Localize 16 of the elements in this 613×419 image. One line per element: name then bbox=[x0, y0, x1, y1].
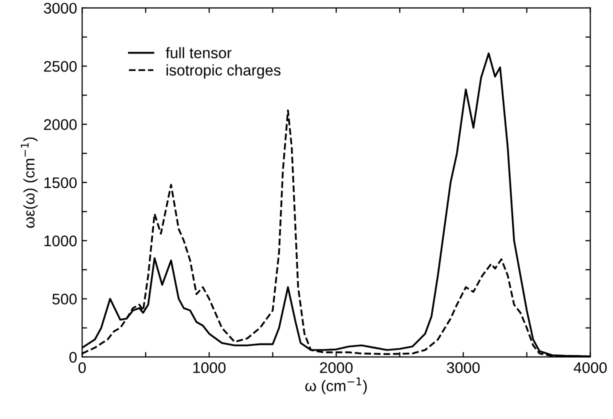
y-tick-label: 1000 bbox=[44, 236, 77, 246]
y-tick-label: 500 bbox=[52, 294, 77, 305]
legend-label: isotropic charges bbox=[166, 64, 281, 79]
y-tick-label: 2500 bbox=[44, 61, 77, 72]
legend-label: full tensor bbox=[166, 47, 232, 58]
x-tick-label: 2000 bbox=[320, 362, 353, 374]
y-tick-label: 3000 bbox=[44, 2, 77, 14]
x-tick-label: 0 bbox=[78, 362, 86, 374]
y-tick-label: 1500 bbox=[44, 177, 77, 188]
x-axis-title: ω (cm$^{−1}$) bbox=[305, 377, 367, 394]
y-axis-title: ωε(ω) (cm$^{−1}$) bbox=[20, 137, 38, 228]
x-tick-label: 3000 bbox=[446, 362, 480, 374]
x-tick-label: 4000 bbox=[574, 362, 607, 374]
x-tick-label: 1000 bbox=[193, 362, 226, 374]
y-tick-label: 2000 bbox=[44, 119, 77, 130]
y-tick-label: 0 bbox=[69, 352, 77, 363]
